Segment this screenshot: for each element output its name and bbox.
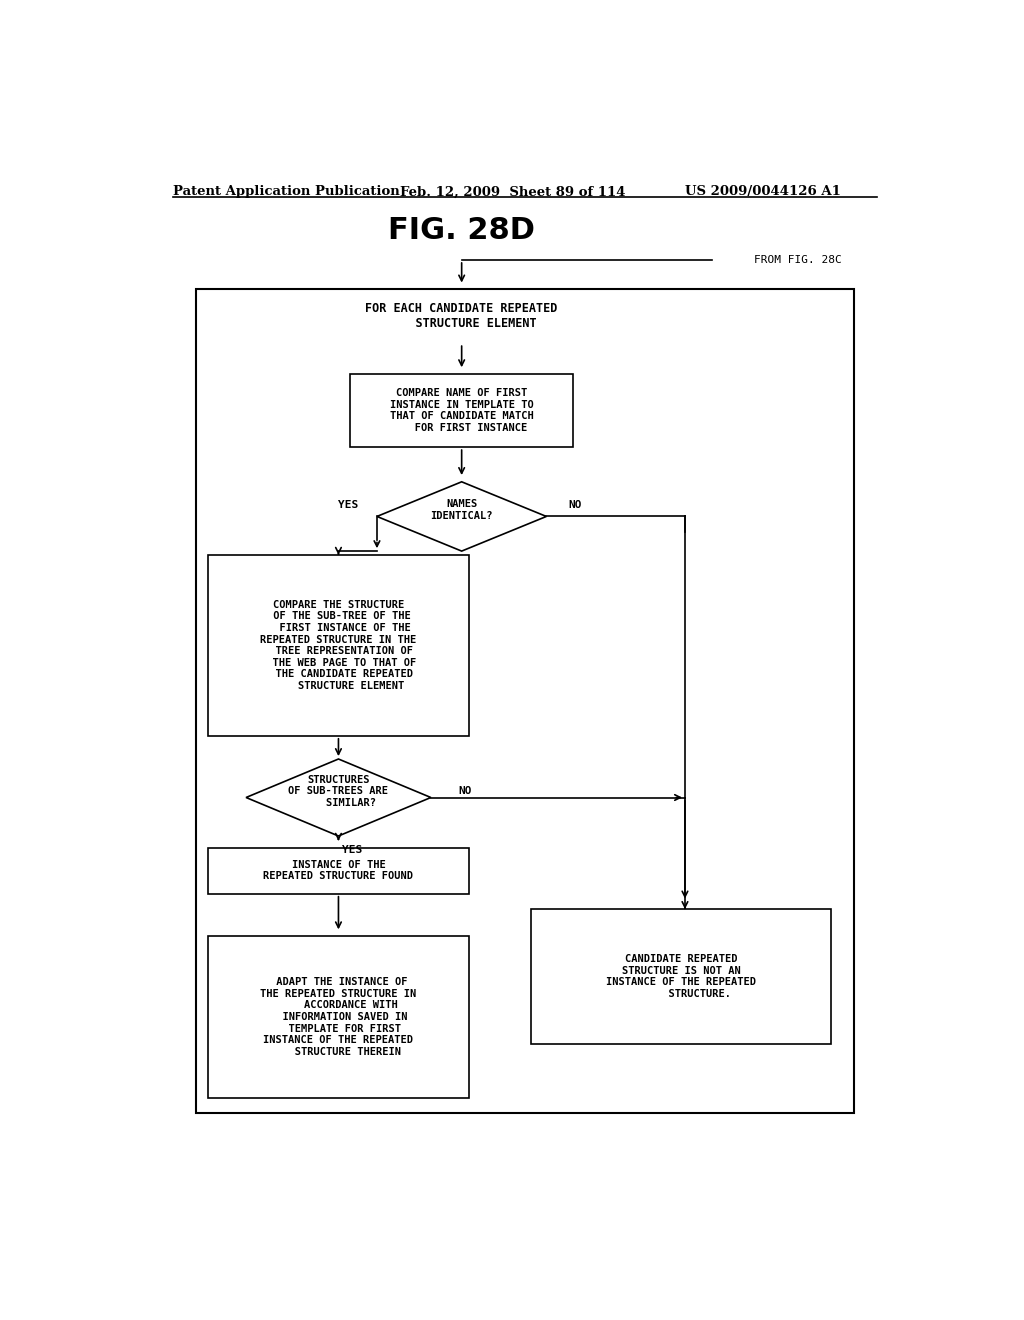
Text: FROM FIG. 28C: FROM FIG. 28C bbox=[755, 255, 842, 265]
Polygon shape bbox=[246, 759, 431, 836]
Polygon shape bbox=[377, 482, 547, 552]
Text: FIG. 28D: FIG. 28D bbox=[388, 216, 536, 246]
Bar bbox=[208, 554, 469, 737]
Bar bbox=[208, 847, 469, 894]
Bar bbox=[531, 909, 831, 1044]
Text: FOR EACH CANDIDATE REPEATED
    STRUCTURE ELEMENT: FOR EACH CANDIDATE REPEATED STRUCTURE EL… bbox=[366, 302, 558, 330]
Bar bbox=[196, 289, 854, 1113]
Bar bbox=[350, 374, 573, 447]
Text: Feb. 12, 2009  Sheet 89 of 114: Feb. 12, 2009 Sheet 89 of 114 bbox=[400, 185, 626, 198]
Text: NO: NO bbox=[459, 787, 472, 796]
Text: YES: YES bbox=[342, 845, 362, 855]
Text: Patent Application Publication: Patent Application Publication bbox=[173, 185, 399, 198]
Text: NAMES
IDENTICAL?: NAMES IDENTICAL? bbox=[430, 499, 493, 521]
Text: US 2009/0044126 A1: US 2009/0044126 A1 bbox=[685, 185, 841, 198]
Text: CANDIDATE REPEATED
STRUCTURE IS NOT AN
INSTANCE OF THE REPEATED
      STRUCTURE.: CANDIDATE REPEATED STRUCTURE IS NOT AN I… bbox=[606, 954, 756, 999]
Text: COMPARE THE STRUCTURE
 OF THE SUB-TREE OF THE
  FIRST INSTANCE OF THE
REPEATED S: COMPARE THE STRUCTURE OF THE SUB-TREE OF… bbox=[260, 599, 417, 692]
Text: STRUCTURES
OF SUB-TREES ARE
    SIMILAR?: STRUCTURES OF SUB-TREES ARE SIMILAR? bbox=[289, 775, 388, 808]
Text: YES: YES bbox=[338, 500, 357, 510]
Text: NO: NO bbox=[569, 500, 583, 510]
Text: ADAPT THE INSTANCE OF
THE REPEATED STRUCTURE IN
    ACCORDANCE WITH
  INFORMATIO: ADAPT THE INSTANCE OF THE REPEATED STRUC… bbox=[260, 977, 417, 1057]
Text: COMPARE NAME OF FIRST
INSTANCE IN TEMPLATE TO
THAT OF CANDIDATE MATCH
   FOR FIR: COMPARE NAME OF FIRST INSTANCE IN TEMPLA… bbox=[390, 388, 534, 433]
Text: INSTANCE OF THE
REPEATED STRUCTURE FOUND: INSTANCE OF THE REPEATED STRUCTURE FOUND bbox=[263, 859, 414, 882]
Bar bbox=[208, 936, 469, 1098]
